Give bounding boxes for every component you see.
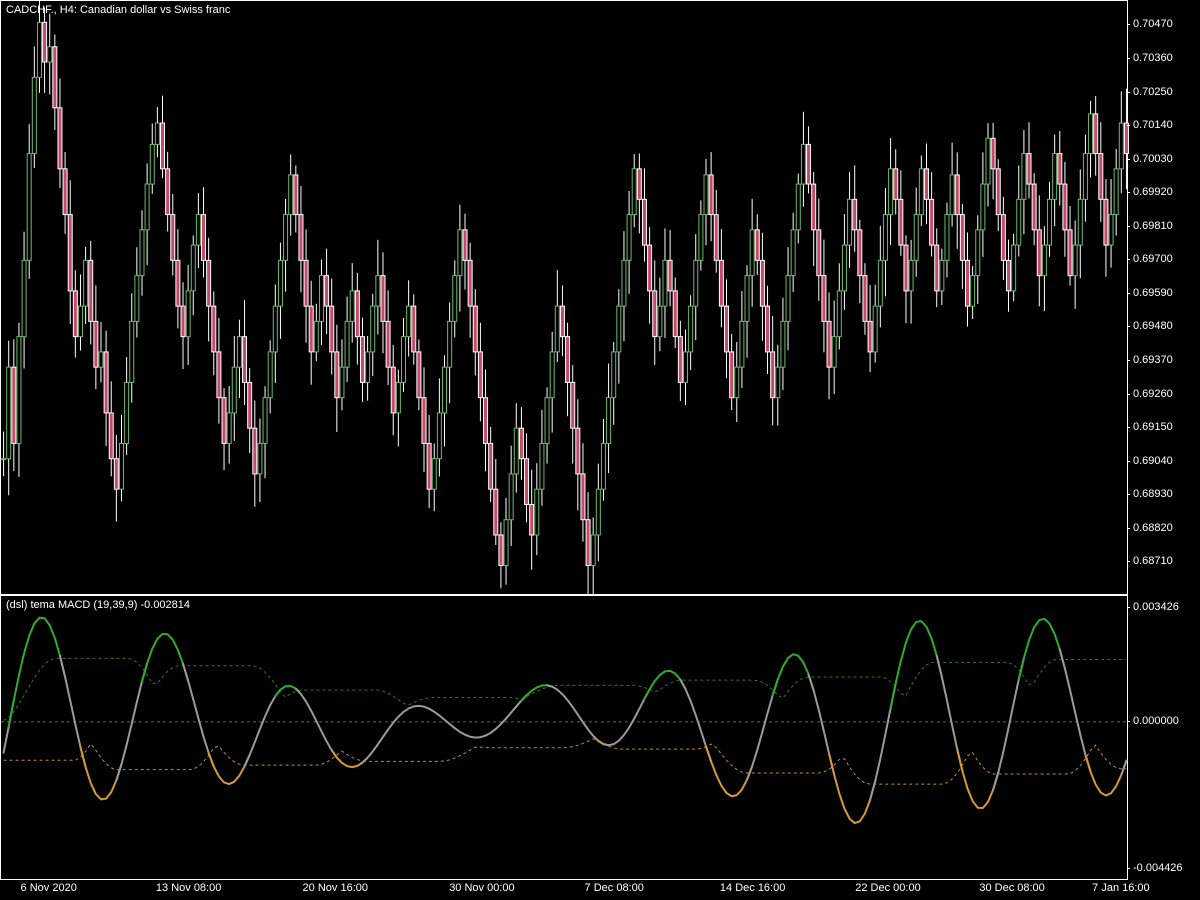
- price-ytick: 0.70360: [1133, 52, 1173, 64]
- chart-title: CADCHF., H4: Canadian dollar vs Swiss fr…: [6, 4, 230, 16]
- price-chart-panel[interactable]: CADCHF., H4: Canadian dollar vs Swiss fr…: [0, 0, 1128, 595]
- indicator-y-axis: 0.003426 0.000000 -0.004426: [1128, 595, 1200, 880]
- price-ytick: 0.70140: [1133, 119, 1173, 131]
- time-xtick: 13 Nov 08:00: [156, 882, 221, 894]
- price-ytick: 0.69150: [1133, 421, 1173, 433]
- price-y-axis: 0.70470 0.70360 0.70250 0.70140 0.70030 0.699…: [1128, 0, 1200, 595]
- indicator-panel[interactable]: (dsl) tema MACD (19,39,9) -0.002814: [0, 595, 1128, 880]
- price-ytick: 0.70030: [1133, 153, 1173, 165]
- price-ytick: 0.69040: [1133, 455, 1173, 467]
- price-ytick: 0.69590: [1133, 287, 1173, 299]
- indicator-ytick: -0.004426: [1133, 862, 1183, 874]
- price-ytick: 0.68710: [1133, 555, 1173, 567]
- candlestick-svg: [1, 1, 1129, 596]
- price-ytick: 0.69370: [1133, 354, 1173, 366]
- price-ytick: 0.68820: [1133, 522, 1173, 534]
- price-ytick: 0.69920: [1133, 186, 1173, 198]
- time-xtick: 7 Jan 16:00: [1092, 882, 1150, 894]
- time-xtick: 6 Nov 2020: [21, 882, 77, 894]
- price-ytick: 0.69810: [1133, 220, 1173, 232]
- time-xtick: 20 Nov 16:00: [303, 882, 368, 894]
- indicator-ytick: 0.000000: [1133, 715, 1179, 727]
- price-ytick: 0.69260: [1133, 388, 1173, 400]
- indicator-ytick: 0.003426: [1133, 601, 1179, 613]
- price-ytick: 0.69480: [1133, 320, 1173, 332]
- price-ytick: 0.68930: [1133, 488, 1173, 500]
- price-ytick: 0.70250: [1133, 86, 1173, 98]
- price-ytick: 0.69700: [1133, 253, 1173, 265]
- macd-svg: [1, 596, 1129, 881]
- time-x-axis: 6 Nov 2020 13 Nov 08:00 20 Nov 16:00 30 Nov…: [0, 880, 1128, 900]
- time-xtick: 7 Dec 08:00: [585, 882, 644, 894]
- time-xtick: 30 Dec 08:00: [979, 882, 1044, 894]
- time-xtick: 30 Nov 00:00: [449, 882, 514, 894]
- indicator-title: (dsl) tema MACD (19,39,9) -0.002814: [6, 599, 190, 611]
- time-xtick: 14 Dec 16:00: [720, 882, 785, 894]
- price-ytick: 0.70470: [1133, 18, 1173, 30]
- time-xtick: 22 Dec 00:00: [855, 882, 920, 894]
